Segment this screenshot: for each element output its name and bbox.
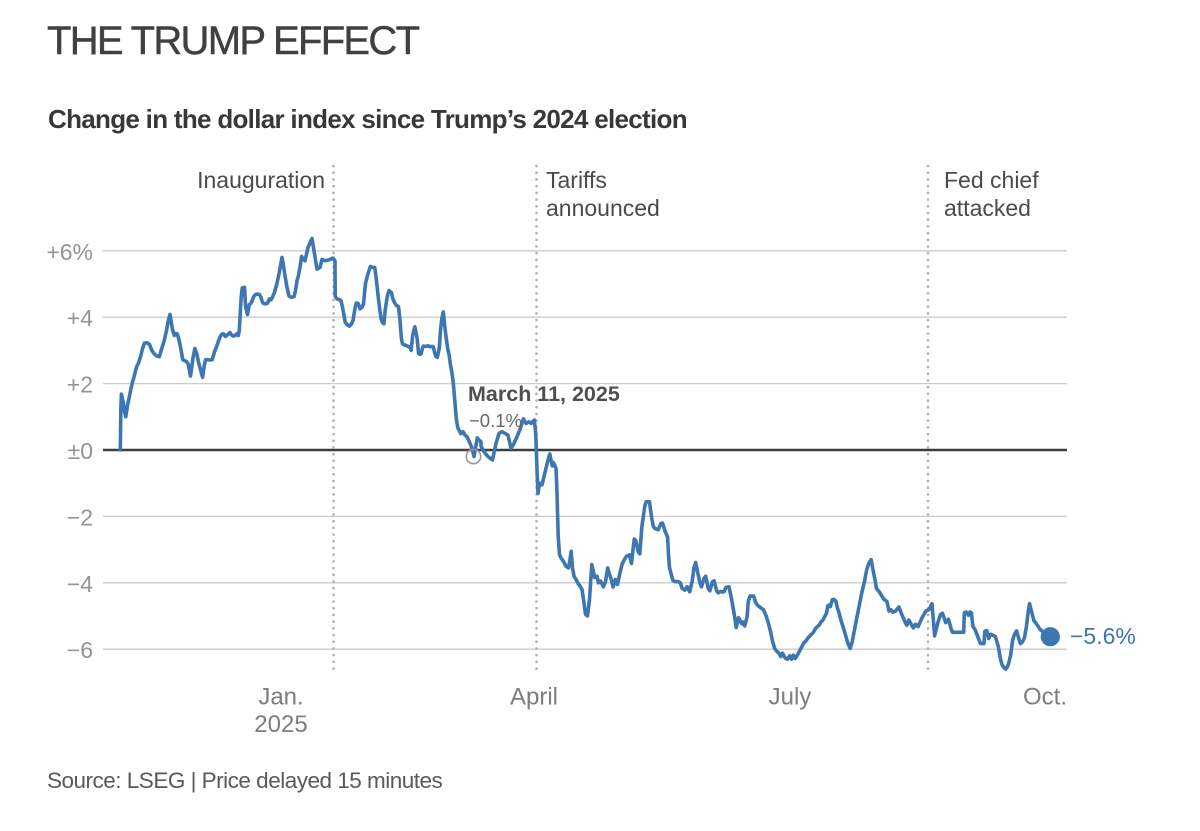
svg-text:+4: +4 — [67, 305, 93, 331]
svg-text:±0: ±0 — [68, 438, 93, 464]
svg-text:April: April — [510, 684, 558, 711]
svg-text:+2: +2 — [67, 372, 93, 398]
svg-text:−6: −6 — [67, 637, 93, 663]
svg-text:Inauguration: Inauguration — [197, 167, 325, 193]
svg-text:July: July — [769, 684, 812, 711]
svg-text:−5.6%: −5.6% — [1070, 623, 1136, 649]
svg-text:2025: 2025 — [254, 711, 307, 738]
svg-text:announced: announced — [546, 195, 660, 221]
svg-text:−2: −2 — [67, 504, 93, 530]
svg-text:−4: −4 — [67, 571, 93, 597]
svg-text:Jan.: Jan. — [258, 684, 303, 711]
svg-text:Tariffs: Tariffs — [546, 167, 607, 193]
svg-text:+6%: +6% — [46, 239, 93, 265]
svg-text:−0.1%: −0.1% — [469, 410, 522, 431]
svg-text:March 11, 2025: March 11, 2025 — [468, 382, 620, 406]
svg-text:Fed chief: Fed chief — [944, 167, 1039, 193]
svg-text:Oct.: Oct. — [1023, 684, 1067, 711]
svg-text:attacked: attacked — [944, 195, 1031, 221]
